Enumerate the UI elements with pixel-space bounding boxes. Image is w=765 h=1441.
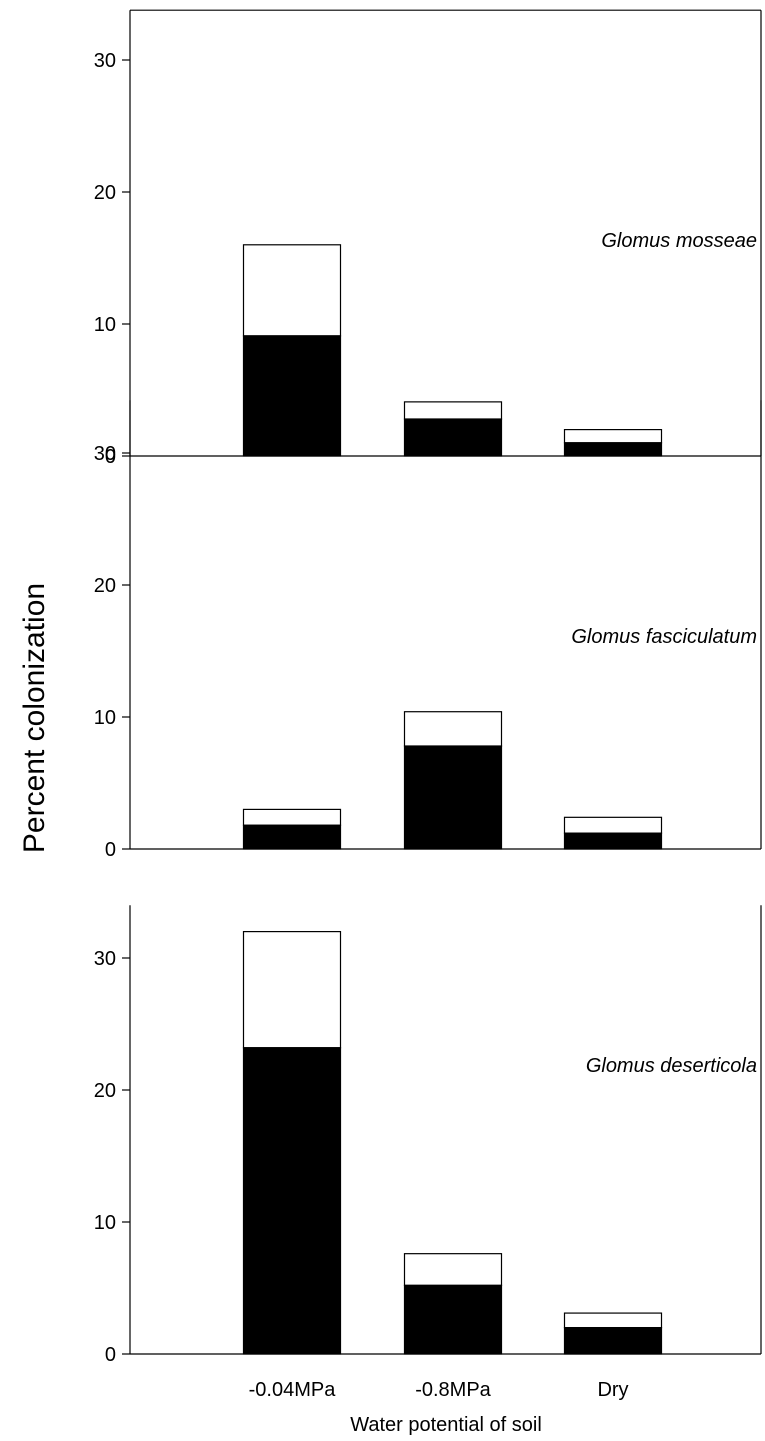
bar-upper-segment xyxy=(563,429,663,444)
y-tick-label: 10 xyxy=(94,707,116,729)
x-tick-label: Dry xyxy=(597,1379,628,1401)
y-tick-label: 20 xyxy=(94,182,116,204)
bar-upper-segment xyxy=(403,1253,503,1286)
panel-3: 0 10 20 30 Glomus deserticola xyxy=(94,905,762,1366)
x-tick-label: -0.04MPa xyxy=(249,1379,337,1401)
bar-lower-segment xyxy=(403,745,503,850)
y-tick-label: 20 xyxy=(94,575,116,597)
x-tick-label: -0.8MPa xyxy=(415,1379,491,1401)
bar-lower-segment xyxy=(403,418,503,457)
y-tick-label: 10 xyxy=(94,314,116,336)
panel-2: 0 10 20 30 Glomus fasciculatum xyxy=(94,400,762,861)
species-label: Glomus mosseae xyxy=(601,230,757,252)
species-label: Glomus fasciculatum xyxy=(571,626,757,648)
x-axis-title: Water potential of soil xyxy=(350,1414,542,1436)
bar-upper-segment xyxy=(242,808,342,826)
bar-lower-segment xyxy=(242,824,342,850)
bar-lower-segment xyxy=(563,832,663,850)
y-axis-title: Percent colonization xyxy=(18,583,51,853)
bar-lower-segment xyxy=(563,1326,663,1355)
bar-lower-segment xyxy=(563,442,663,457)
y-tick-label: 30 xyxy=(94,948,116,970)
bar-lower-segment xyxy=(403,1284,503,1355)
bar-lower-segment xyxy=(242,1047,342,1355)
bar-upper-segment xyxy=(563,816,663,834)
y-tick-label: 30 xyxy=(94,50,116,72)
panel-1: 0 10 20 30 Glomus mosseae xyxy=(94,9,762,468)
bar-upper-segment xyxy=(403,401,503,420)
bar-upper-segment xyxy=(563,1312,663,1329)
bar-upper-segment xyxy=(403,711,503,747)
bar-lower-segment xyxy=(242,335,342,457)
y-tick-label: 0 xyxy=(105,839,116,861)
y-tick-label: 30 xyxy=(94,443,116,465)
bar-upper-segment xyxy=(242,930,342,1049)
y-tick-label: 10 xyxy=(94,1212,116,1234)
y-tick-label: 0 xyxy=(105,446,116,468)
y-tick-label: 20 xyxy=(94,1080,116,1102)
species-label: Glomus deserticola xyxy=(586,1055,757,1077)
y-tick-label: 0 xyxy=(105,1344,116,1366)
bar-upper-segment xyxy=(242,244,342,337)
